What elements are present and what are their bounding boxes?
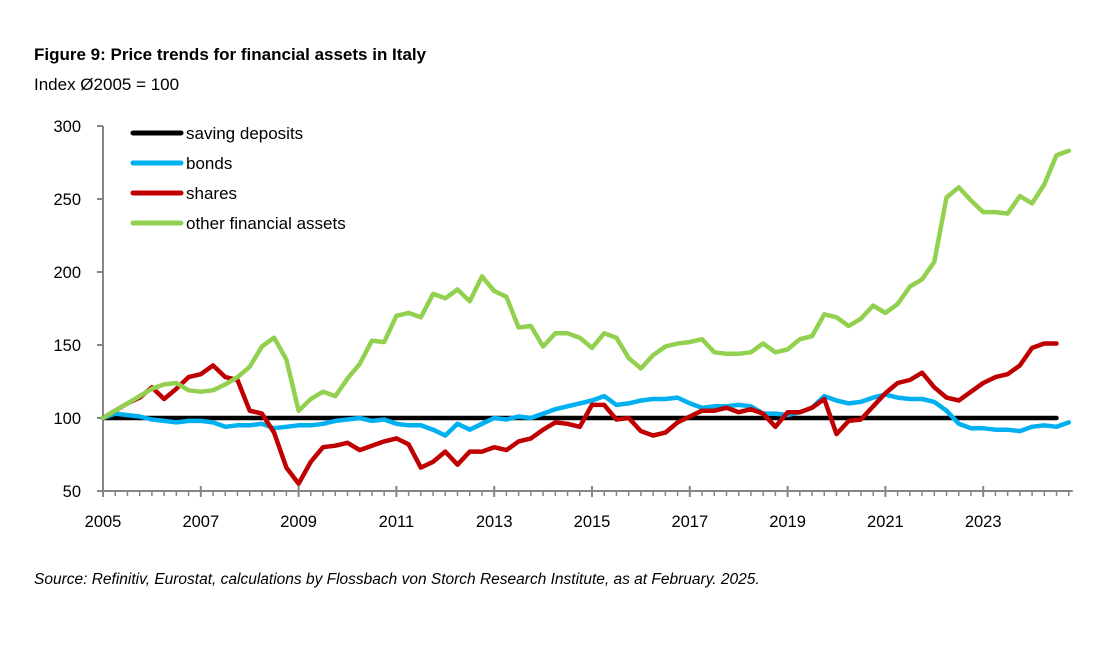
y-tick-label: 150 — [53, 337, 81, 355]
legend-label-shares: shares — [186, 184, 237, 203]
x-tick-label: 2007 — [182, 513, 219, 531]
y-tick-label: 250 — [53, 191, 81, 209]
x-tick-label: 2017 — [671, 513, 708, 531]
y-tick-label: 300 — [53, 118, 81, 136]
x-tick-label: 2005 — [85, 513, 122, 531]
chart-subtitle: Index Ø2005 = 100 — [34, 75, 180, 94]
chart-title: Figure 9: Price trends for financial ass… — [34, 45, 427, 64]
x-tick-label: 2021 — [867, 513, 904, 531]
source-note: Source: Refinitiv, Eurostat, calculation… — [34, 571, 760, 588]
series-line-bonds — [100, 392, 1072, 438]
y-tick-label: 100 — [53, 410, 81, 428]
x-tick-label: 2011 — [379, 513, 414, 531]
x-tick-label: 2009 — [280, 513, 317, 531]
series-line-shares — [100, 341, 1059, 486]
x-tick-label: 2013 — [476, 513, 513, 531]
legend: saving deposits bonds shares other financia… — [130, 124, 346, 233]
series-line-other-financial-assets — [100, 148, 1072, 421]
axes: 50 100 150 200 250 300 2005 2007 2009 2011 2013 201… — [53, 118, 1073, 531]
legend-label-other-financial-assets: other financial assets — [186, 214, 346, 233]
legend-label-saving-deposits: saving deposits — [186, 124, 303, 143]
x-tick-label: 2023 — [965, 513, 1002, 531]
y-tick-label: 50 — [63, 483, 81, 501]
x-tick-label: 2015 — [574, 513, 611, 531]
y-tick-label: 200 — [53, 264, 81, 282]
legend-label-bonds: bonds — [186, 154, 232, 173]
x-tick-label: 2019 — [769, 513, 806, 531]
series-group — [100, 148, 1072, 486]
